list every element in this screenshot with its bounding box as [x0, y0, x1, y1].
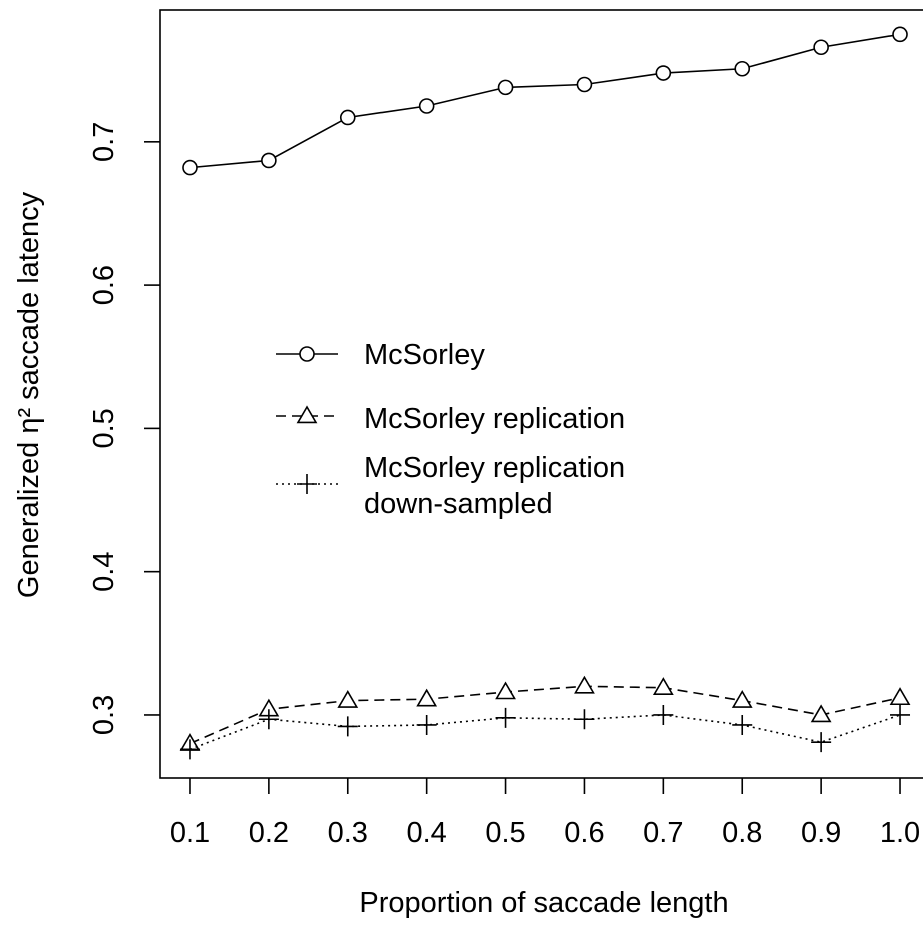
- data-point: [892, 26, 908, 43]
- data-point: [418, 98, 435, 114]
- legend-entry: McSorley replication down-sampled: [276, 452, 625, 520]
- series-line: [189, 714, 901, 751]
- y-tick-label: 0.5: [88, 408, 120, 448]
- plot-box: [159, 9, 923, 779]
- x-tick-label: 0.1: [170, 817, 210, 849]
- data-point: [652, 677, 674, 696]
- y-tick-label: 0.4: [88, 552, 120, 592]
- data-point: [339, 109, 356, 126]
- legend-marker: [297, 474, 317, 494]
- series-2: [179, 675, 911, 751]
- x-axis-title: Proportion of saccade length: [359, 887, 728, 919]
- y-tick-label: 0.6: [88, 265, 120, 305]
- data-point: [261, 152, 277, 169]
- data-point: [810, 704, 832, 723]
- plot-frame: [159, 9, 923, 779]
- data-point: [495, 707, 516, 728]
- legend-label: McSorley: [364, 339, 485, 371]
- x-tick-label: 0.7: [643, 817, 683, 849]
- x-tick-label: 0.9: [801, 817, 841, 849]
- series-line: [189, 685, 901, 745]
- x-tick-label: 0.8: [722, 817, 762, 849]
- data-point: [337, 690, 359, 708]
- data-point: [734, 60, 751, 77]
- x-tick-label: 0.6: [564, 817, 604, 849]
- y-tick-label: 0.3: [88, 695, 120, 735]
- legend-label: down-sampled: [364, 488, 553, 520]
- data-point: [813, 39, 829, 56]
- data-point: [182, 159, 198, 176]
- data-point: [655, 65, 672, 81]
- y-axis-title: Generalized η² saccade latency: [13, 191, 45, 598]
- data-point: [731, 690, 753, 708]
- y-tick-label: 0.7: [88, 122, 120, 162]
- data-point: [811, 732, 832, 753]
- data-point: [495, 681, 516, 700]
- data-point: [337, 716, 358, 737]
- legend-marker: [299, 346, 315, 362]
- series-3: [179, 704, 911, 760]
- series-layer: [179, 26, 911, 760]
- data-point: [732, 714, 753, 735]
- data-point: [574, 675, 595, 694]
- x-tick-label: 0.2: [249, 817, 289, 849]
- data-point: [889, 687, 911, 706]
- series-1: [182, 26, 908, 176]
- data-point: [653, 704, 674, 725]
- x-tick-label: 0.5: [485, 817, 525, 849]
- x-tick-label: 0.4: [406, 817, 446, 849]
- x-axis: 0.1 0.2 0.3 0.4 0.5 0.6 0.7 0.8 0.9 1.0: [170, 778, 920, 849]
- data-point: [576, 76, 593, 93]
- data-point: [416, 688, 438, 707]
- legend-label: McSorley replication: [364, 452, 625, 484]
- data-point: [416, 714, 437, 735]
- legend-label: McSorley replication: [364, 403, 625, 435]
- legend-entry: McSorley: [276, 339, 485, 371]
- data-point: [497, 79, 514, 96]
- data-point: [258, 709, 279, 730]
- data-point: [890, 704, 911, 725]
- legend-entry: McSorley replication: [276, 403, 625, 435]
- y-axis: 0.3 0.4 0.5 0.6 0.7: [88, 122, 160, 735]
- data-point: [179, 739, 200, 760]
- x-tick-label: 0.3: [328, 817, 368, 849]
- series-line: [189, 33, 901, 169]
- x-tick-label: 1.0: [880, 817, 920, 849]
- data-point: [574, 709, 595, 730]
- legend-marker: [296, 405, 318, 424]
